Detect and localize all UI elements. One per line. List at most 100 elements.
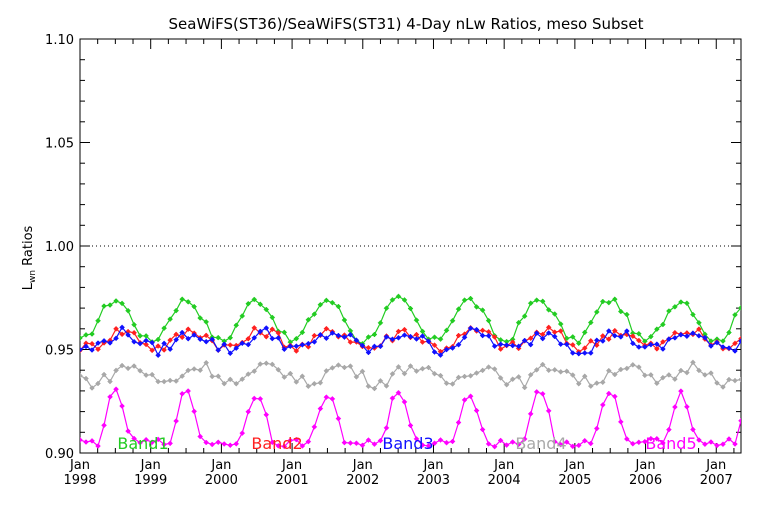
data-point-band4 — [227, 376, 234, 383]
y-axis-title-rest: Ratios — [21, 225, 36, 270]
data-point-band4 — [245, 371, 252, 377]
data-point-band3 — [149, 339, 155, 346]
data-point-band2 — [113, 325, 119, 332]
data-point-band5 — [413, 436, 420, 442]
data-point-band5 — [299, 443, 306, 449]
x-tick-label-year: 2005 — [558, 473, 591, 488]
data-point-band1 — [599, 298, 606, 305]
data-point-band5 — [113, 386, 119, 393]
data-point-band4 — [575, 380, 582, 387]
data-point-band4 — [521, 384, 528, 391]
data-point-band5 — [642, 438, 648, 445]
x-tick-label-year: 2003 — [417, 473, 450, 488]
data-point-band4 — [654, 380, 660, 387]
x-tick-label-month: Jan — [635, 458, 656, 473]
data-point-band3 — [377, 343, 384, 350]
data-point-band2 — [227, 342, 234, 348]
data-point-band4 — [119, 362, 125, 369]
data-point-band1 — [593, 309, 600, 315]
data-point-band2 — [557, 328, 564, 334]
data-point-band5 — [173, 418, 179, 424]
data-point-band3 — [599, 338, 606, 344]
data-point-band4 — [599, 379, 606, 386]
data-point-band1 — [107, 302, 113, 308]
data-point-band5 — [395, 389, 402, 396]
x-tick-label-month: Jan — [422, 458, 443, 473]
data-point-band2 — [119, 331, 125, 338]
data-point-band2 — [167, 337, 173, 344]
data-point-band3 — [209, 336, 216, 343]
data-point-band3 — [623, 328, 630, 334]
data-point-band2 — [347, 339, 354, 345]
data-point-band4 — [648, 372, 654, 378]
data-point-band1 — [257, 301, 264, 308]
data-point-band1 — [80, 335, 83, 341]
data-point-band5 — [323, 394, 330, 401]
data-point-band5 — [629, 440, 636, 447]
data-point-band1 — [329, 299, 336, 306]
data-point-band5 — [95, 443, 101, 449]
data-point-band4 — [299, 373, 306, 380]
legend: Band1 Band2 Band3 Band4 Band5 — [117, 434, 696, 453]
data-point-band5 — [179, 390, 186, 397]
data-point-band1 — [461, 297, 468, 304]
data-point-band3 — [690, 330, 696, 337]
data-point-band1 — [197, 315, 204, 321]
data-point-band5 — [437, 437, 444, 443]
data-point-band4 — [113, 367, 119, 374]
data-point-band3 — [131, 338, 137, 345]
data-point-band5 — [569, 443, 576, 450]
data-point-band5 — [485, 441, 492, 447]
legend-band3: Band3 — [382, 434, 433, 453]
data-point-band2 — [263, 333, 270, 340]
data-point-band3 — [617, 334, 624, 340]
data-point-band1 — [485, 317, 492, 324]
data-point-band2 — [527, 335, 534, 342]
y-axis-title: Lwn Ratios — [21, 225, 38, 290]
data-point-band1 — [449, 317, 456, 324]
data-point-band3 — [660, 346, 666, 352]
data-point-band4 — [377, 377, 384, 384]
data-point-band5 — [287, 437, 294, 444]
data-point-band5 — [167, 440, 173, 447]
data-point-band4 — [233, 380, 240, 387]
data-point-band5 — [557, 441, 564, 448]
x-tick-label-year: 2002 — [346, 473, 379, 488]
data-point-band3 — [455, 341, 462, 348]
data-point-band4 — [690, 359, 696, 366]
data-point-band2 — [401, 326, 408, 333]
data-point-band4 — [461, 373, 468, 380]
data-point-band4 — [395, 363, 402, 370]
data-point-band3 — [383, 334, 390, 340]
data-point-band5 — [263, 411, 270, 418]
data-point-band2 — [269, 326, 276, 333]
data-point-band1 — [299, 329, 306, 336]
x-tick-label-month: Jan — [705, 458, 726, 473]
data-point-band4 — [503, 381, 510, 388]
y-tick-label: 1.05 — [45, 137, 74, 152]
x-tick-label-year: 1998 — [63, 473, 96, 488]
data-point-band3 — [720, 344, 726, 350]
data-point-band1 — [413, 317, 420, 324]
data-point-band1 — [539, 298, 546, 305]
x-tick-label-year: 2006 — [629, 473, 662, 488]
data-point-band1 — [678, 299, 684, 305]
data-point-band4 — [101, 371, 107, 378]
data-point-band1 — [239, 313, 246, 319]
data-point-band4 — [365, 383, 372, 390]
data-point-band1 — [515, 319, 522, 326]
data-point-band1 — [227, 334, 234, 341]
data-point-band4 — [155, 378, 161, 385]
data-point-band1 — [720, 338, 726, 344]
data-point-band5 — [479, 426, 486, 433]
data-point-band3 — [161, 340, 167, 347]
y-axis-title-sub: wn — [28, 270, 38, 283]
data-point-band2 — [569, 342, 576, 348]
data-point-band5 — [155, 436, 161, 443]
data-point-band2 — [587, 337, 594, 344]
data-point-band5 — [503, 442, 510, 448]
data-point-band1 — [101, 303, 107, 309]
data-point-band5 — [648, 435, 654, 442]
data-point-band5 — [738, 417, 741, 424]
